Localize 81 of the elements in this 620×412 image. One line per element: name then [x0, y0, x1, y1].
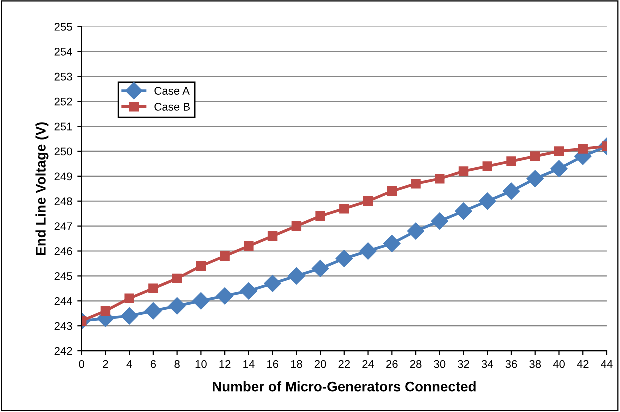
legend-label: Case B: [154, 103, 190, 111]
x-tick-label: 26: [386, 360, 398, 368]
point: [482, 162, 492, 172]
point: [502, 182, 520, 200]
point: [144, 302, 162, 320]
x-tick-label: 38: [530, 360, 542, 368]
x-tick-label: 44: [601, 360, 613, 368]
point: [172, 274, 182, 284]
y-tick-label: 246: [54, 248, 72, 256]
x-tick-label: 6: [150, 360, 156, 368]
x-tick-label: 12: [220, 360, 231, 368]
y-tick-label: 251: [54, 122, 72, 131]
point: [268, 231, 278, 242]
point: [431, 212, 448, 230]
y-tick-label: 248: [54, 198, 72, 206]
x-tick-label: 34: [482, 360, 494, 368]
y-tick-label: 254: [54, 48, 72, 56]
x-tick-label: 18: [291, 360, 302, 368]
x-tick-label: 28: [410, 360, 422, 368]
point: [336, 250, 353, 268]
point: [148, 284, 158, 294]
point: [479, 192, 496, 210]
point: [363, 196, 374, 206]
x-tick-label: 40: [553, 360, 565, 368]
point: [387, 186, 398, 196]
y-tick-label: 242: [54, 347, 72, 356]
point: [220, 251, 230, 262]
y-tick-label: 252: [54, 98, 72, 106]
x-tick-label: 8: [174, 360, 180, 368]
point: [124, 294, 134, 304]
x-tick-label: 24: [362, 360, 374, 368]
point: [554, 146, 564, 156]
y-tick-label: 243: [54, 322, 72, 330]
x-tick-label: 0: [79, 360, 84, 368]
point: [192, 292, 210, 310]
x-axis-title: Number of Micro-Generators Connected: [213, 382, 476, 392]
x-tick-label: 42: [577, 360, 589, 368]
point: [455, 202, 472, 220]
point: [264, 275, 282, 292]
point: [435, 174, 445, 184]
legend-label: Case A: [154, 87, 190, 96]
x-tick-label: 10: [196, 360, 207, 368]
point: [550, 160, 568, 178]
y-tick-label: 249: [54, 172, 72, 181]
point: [288, 268, 306, 285]
point: [121, 308, 138, 325]
x-tick-label: 4: [126, 360, 132, 368]
point: [216, 288, 234, 305]
x-tick-label: 36: [506, 360, 518, 368]
point: [411, 179, 421, 189]
point: [168, 298, 186, 315]
y-tick-label: 245: [54, 272, 72, 280]
point: [578, 144, 588, 154]
point: [316, 211, 326, 222]
point: [340, 204, 350, 214]
y-tick-label: 247: [54, 222, 72, 230]
x-tick-label: 22: [338, 360, 350, 368]
point: [526, 170, 544, 188]
x-tick-label: 30: [434, 360, 446, 368]
y-tick-label: 244: [54, 297, 72, 306]
y-tick-label: 253: [54, 72, 72, 81]
x-tick-label: 14: [244, 360, 255, 368]
point: [292, 221, 302, 232]
point: [458, 166, 469, 176]
x-tick-label: 32: [458, 360, 470, 368]
point: [196, 261, 206, 272]
x-tick-label: 16: [267, 360, 278, 368]
x-tick-label: 20: [314, 360, 326, 368]
y-tick-label: 250: [54, 148, 72, 156]
y-axis-title: End Line Voltage (V): [36, 122, 49, 255]
point: [384, 235, 401, 252]
point: [530, 152, 540, 162]
point: [312, 260, 330, 278]
point: [244, 241, 254, 252]
x-tick-label: 2: [103, 360, 108, 368]
point: [240, 282, 258, 300]
point: [506, 156, 516, 166]
point: [360, 242, 377, 260]
y-tick-label: 255: [54, 23, 72, 31]
point: [100, 306, 111, 316]
point: [407, 222, 425, 240]
